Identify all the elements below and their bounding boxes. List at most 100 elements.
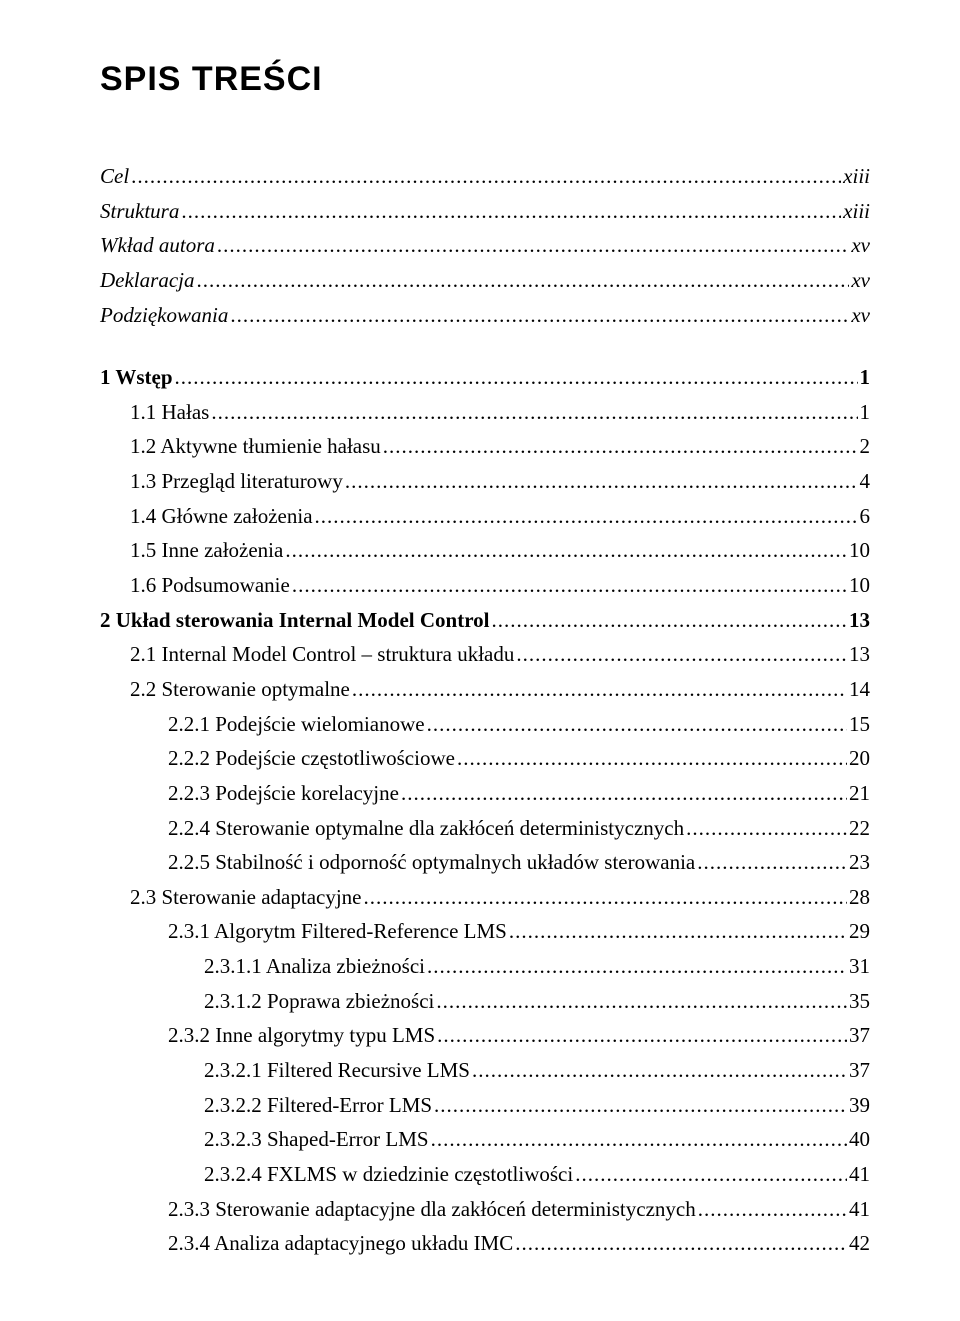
toc-entry-label: 2.1 Internal Model Control – struktura u…	[130, 637, 514, 672]
toc-entry: Deklaracja xv	[100, 263, 870, 298]
toc-entry-label: Wkład autora	[100, 228, 215, 263]
toc-entry-page: 6	[860, 499, 871, 534]
toc-leader-dots	[437, 1018, 847, 1053]
toc-entry: 2.1 Internal Model Control – struktura u…	[130, 637, 870, 672]
toc-entry-page: 10	[849, 568, 870, 603]
toc-entry-page: xv	[851, 298, 870, 333]
toc-leader-dots	[364, 880, 848, 915]
toc-entry: 2.3 Sterowanie adaptacyjne28	[130, 880, 870, 915]
toc-entry-page: 29	[849, 914, 870, 949]
toc-entry-page: 21	[849, 776, 870, 811]
toc-leader-dots	[436, 984, 847, 1019]
toc-leader-dots	[427, 949, 847, 984]
toc-leader-dots	[698, 1192, 847, 1227]
toc-entry-page: 42	[849, 1226, 870, 1261]
toc-leader-dots	[516, 637, 847, 672]
toc-entry-label: Struktura	[100, 194, 179, 229]
toc-entry-page: 40	[849, 1122, 870, 1157]
toc-entry-page: 41	[849, 1157, 870, 1192]
toc-entry-page: 13	[849, 637, 870, 672]
toc-entry-page: 14	[849, 672, 870, 707]
toc-entry: 1.1 Hałas 1	[130, 395, 870, 430]
toc-leader-dots	[697, 845, 847, 880]
toc-leader-dots	[431, 1122, 847, 1157]
toc-entry-page: 1	[860, 360, 871, 395]
toc-leader-dots	[491, 603, 847, 638]
toc-entry: 1.6 Podsumowanie 10	[130, 568, 870, 603]
toc-leader-dots	[515, 1226, 847, 1261]
toc-entry: 1.5 Inne założenia 10	[130, 533, 870, 568]
toc-entry-label: 1.5 Inne założenia	[130, 533, 283, 568]
toc-entry-page: xv	[851, 228, 870, 263]
toc-entry-label: 2.3.4 Analiza adaptacyjnego układu IMC	[168, 1226, 513, 1261]
toc-entry-label: 1.1 Hałas	[130, 395, 209, 430]
page-title: SPIS TREŚCI	[100, 60, 870, 99]
toc-entry-label: 2.3.1.1 Analiza zbieżności	[204, 949, 425, 984]
toc-entry-page: 41	[849, 1192, 870, 1227]
toc-leader-dots	[196, 263, 849, 298]
toc-entry-label: 2.3.2 Inne algorytmy typu LMS	[168, 1018, 435, 1053]
toc-entry-label: 2.2.1 Podejście wielomianowe	[168, 707, 425, 742]
toc-entry-label: 1.6 Podsumowanie	[130, 568, 290, 603]
toc-entry-page: 20	[849, 741, 870, 776]
toc-entry-label: 2.3.2.4 FXLMS w dziedzinie częstotliwośc…	[204, 1157, 573, 1192]
toc-entry: 2.2.2 Podejście częstotliwościowe 20	[168, 741, 870, 776]
toc-entry-page: 39	[849, 1088, 870, 1123]
toc-entry-page: 28	[849, 880, 870, 915]
toc-entry-page: xiii	[843, 159, 870, 194]
toc-leader-dots	[686, 811, 847, 846]
toc-entry-label: 2.3.1 Algorytm Filtered-Reference LMS	[168, 914, 507, 949]
toc-entry-label: 2.3.1.2 Poprawa zbieżności	[204, 984, 434, 1019]
toc-entry: 2.2.3 Podejście korelacyjne 21	[168, 776, 870, 811]
toc-entry: 2 Układ sterowania Internal Model Contro…	[100, 603, 870, 638]
toc-entry: 2.2.4 Sterowanie optymalne dla zakłóceń …	[168, 811, 870, 846]
toc-entry-label: 2.3.2.2 Filtered-Error LMS	[204, 1088, 432, 1123]
toc-leader-dots	[345, 464, 858, 499]
toc-entry-page: 22	[849, 811, 870, 846]
toc-entry-page: 13	[849, 603, 870, 638]
toc-leader-dots	[509, 914, 847, 949]
toc-entry-page: 37	[849, 1053, 870, 1088]
toc-entry: 2.3.1.2 Poprawa zbieżności 35	[204, 984, 870, 1019]
toc-entry-page: 35	[849, 984, 870, 1019]
toc-entry: 2.2.1 Podejście wielomianowe 15	[168, 707, 870, 742]
toc-entry-page: xv	[851, 263, 870, 298]
toc-leader-dots	[352, 672, 847, 707]
page: SPIS TREŚCI CelxiiiStruktura xiii Wkład au…	[0, 0, 960, 1321]
toc-entry-page: 31	[849, 949, 870, 984]
toc-entry-label: 1.3 Przegląd literaturowy	[130, 464, 343, 499]
toc-entry: 2.3.1 Algorytm Filtered-Reference LMS 29	[168, 914, 870, 949]
toc-leader-dots	[181, 194, 841, 229]
toc-leader-dots	[575, 1157, 847, 1192]
toc-entry: 1.2 Aktywne tłumienie hałasu2	[130, 429, 870, 464]
toc-entry-label: 2.2.2 Podejście częstotliwościowe	[168, 741, 455, 776]
toc-leader-dots	[131, 159, 841, 194]
toc-leader-dots	[217, 228, 849, 263]
toc-leader-dots	[230, 298, 849, 333]
toc-entry-page: 1	[860, 395, 871, 430]
toc-leader-dots	[292, 568, 847, 603]
toc-entry: 2.3.4 Analiza adaptacyjnego układu IMC 42	[168, 1226, 870, 1261]
toc-entry-label: 2.2.4 Sterowanie optymalne dla zakłóceń …	[168, 811, 684, 846]
toc-leader-dots	[383, 429, 858, 464]
toc-entry-label: Deklaracja	[100, 263, 194, 298]
toc-entry: Podziękowaniaxv	[100, 298, 870, 333]
toc-entry: 2.2 Sterowanie optymalne14	[130, 672, 870, 707]
toc-leader-dots	[401, 776, 847, 811]
toc-entry: 2.3.2.4 FXLMS w dziedzinie częstotliwośc…	[204, 1157, 870, 1192]
toc-entry: 1.3 Przegląd literaturowy4	[130, 464, 870, 499]
toc-entry: 2.2.5 Stabilność i odporność optymalnych…	[168, 845, 870, 880]
toc-leader-dots	[315, 499, 858, 534]
toc-entry: Celxiii	[100, 159, 870, 194]
toc-entry-label: 1.4 Główne założenia	[130, 499, 313, 534]
toc-entry-page: 23	[849, 845, 870, 880]
toc-entry: 2.3.2.2 Filtered-Error LMS 39	[204, 1088, 870, 1123]
toc-entry: 2.3.1.1 Analiza zbieżności 31	[204, 949, 870, 984]
toc-leader-dots	[457, 741, 847, 776]
toc-entry-page: 10	[849, 533, 870, 568]
toc-entry: 1.4 Główne założenia 6	[130, 499, 870, 534]
toc-entry-label: 2.3.3 Sterowanie adaptacyjne dla zakłóce…	[168, 1192, 696, 1227]
toc-entry-label: 2.2.3 Podejście korelacyjne	[168, 776, 399, 811]
toc-entry-page: 15	[849, 707, 870, 742]
toc-leader-dots	[427, 707, 847, 742]
